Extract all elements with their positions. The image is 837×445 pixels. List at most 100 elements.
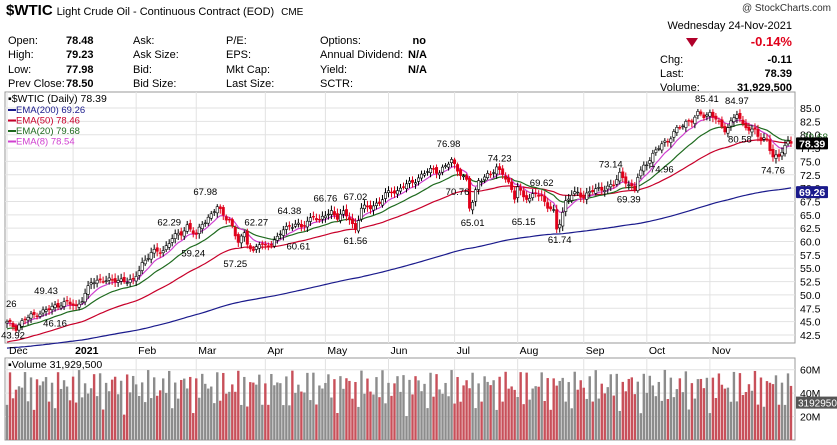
candle-body <box>185 224 189 232</box>
y-tick-label: 52.5 <box>800 277 821 289</box>
volume-bar <box>702 388 706 440</box>
ema50-line <box>6 139 792 343</box>
candle-body <box>122 276 126 283</box>
volume-bar <box>381 370 384 440</box>
candle-body <box>765 138 769 140</box>
volume-bar <box>26 401 30 440</box>
candle-body <box>411 179 415 183</box>
volume-bar <box>207 388 210 440</box>
volume-bar <box>104 382 108 440</box>
candle-body <box>432 168 436 170</box>
volume-bar <box>315 404 318 440</box>
candle-body <box>444 165 448 167</box>
ema8-line <box>6 116 792 327</box>
candle-body <box>474 189 478 202</box>
volume-bar <box>122 414 126 440</box>
volume-bar <box>438 389 441 440</box>
volume-bar <box>744 392 748 440</box>
volume-bar <box>32 409 36 440</box>
candle-body <box>747 126 751 131</box>
candle-body <box>32 312 36 315</box>
candle-body <box>720 119 724 127</box>
candle-body <box>708 112 712 117</box>
volume-bar <box>639 413 643 440</box>
axes: 42.545.047.550.052.555.057.560.062.565.0… <box>9 103 837 424</box>
candle-body <box>438 172 442 176</box>
candle-body <box>5 321 9 324</box>
candle-body <box>374 202 378 206</box>
chart-title: $WTIC Light Crude Oil - Continuous Contr… <box>6 2 303 19</box>
volume-bar <box>134 384 138 440</box>
volume-bar <box>465 380 468 440</box>
candle-body <box>540 194 544 197</box>
volume-bar <box>510 386 513 440</box>
candle-body <box>723 126 727 133</box>
candle-body <box>92 282 96 285</box>
candle-body <box>326 213 330 216</box>
x-month-label: Jul <box>457 345 470 357</box>
volume-bar <box>540 372 543 440</box>
volume-bar <box>372 394 375 440</box>
price-panel-label: ▪$WTIC (Daily) 78.39 <box>8 93 107 105</box>
candle-body <box>498 166 502 170</box>
price-annotation: 69.39 <box>617 194 641 205</box>
volume-bar <box>219 400 222 440</box>
candle-body <box>188 223 192 230</box>
candle-body <box>771 149 775 158</box>
volume-bar <box>252 382 255 440</box>
volume-bar <box>435 374 438 440</box>
volume-bar <box>630 377 633 440</box>
volume-bar <box>390 395 393 440</box>
volume-bar <box>729 401 733 440</box>
volume-bar <box>408 379 411 440</box>
volume-bar <box>417 380 420 440</box>
last-value: 78.39 <box>764 68 792 80</box>
volume-bar <box>681 392 685 440</box>
volume-bar <box>537 386 540 440</box>
price-annotation: 74.23 <box>488 154 512 165</box>
candle-body <box>753 127 757 130</box>
candle-body <box>729 120 733 127</box>
volume-bar <box>149 398 153 440</box>
y-tick-label: 42.5 <box>800 330 821 342</box>
candle-body <box>561 212 565 227</box>
x-month-label: Aug <box>520 345 539 357</box>
candle-body <box>131 278 135 280</box>
volume-bar <box>723 388 727 440</box>
candle-body <box>341 210 345 215</box>
exchange-label: CME <box>281 7 304 18</box>
candle-body <box>465 175 469 180</box>
candle-body <box>789 141 793 144</box>
candle-body <box>594 188 598 194</box>
candle-body <box>80 301 84 304</box>
volume-bar <box>564 401 567 440</box>
candle-body <box>486 173 490 178</box>
candle-body <box>573 191 577 195</box>
volume-bar <box>513 389 516 440</box>
x-month-label: Mar <box>198 345 217 357</box>
volume-bar <box>11 398 15 440</box>
volume-bar <box>771 384 775 440</box>
volume-bar <box>633 394 637 440</box>
candle-body <box>513 190 517 200</box>
chg-label: Chg: <box>660 54 684 66</box>
volume-bar <box>762 406 766 440</box>
candle-body <box>786 140 790 145</box>
volume-bar <box>363 393 366 440</box>
candle-body <box>759 137 763 142</box>
volume-bar <box>204 383 207 440</box>
price-annotation: 73.14 <box>599 159 623 170</box>
volume-bar <box>119 380 123 440</box>
volume-bar <box>429 372 432 440</box>
volume-bar <box>309 400 312 440</box>
volume-bar <box>525 372 528 440</box>
bid-size-label: Bid Size: <box>133 77 177 90</box>
volume-bar <box>186 388 189 440</box>
y-tick-label: 62.5 <box>800 223 821 235</box>
volume-bar <box>5 404 9 440</box>
candle-body <box>564 200 568 212</box>
legend-entry: EMA(200) 69.26 <box>16 105 85 116</box>
volume-bar <box>714 398 718 440</box>
candle-body <box>609 184 613 188</box>
options-label: Options: <box>320 35 361 47</box>
